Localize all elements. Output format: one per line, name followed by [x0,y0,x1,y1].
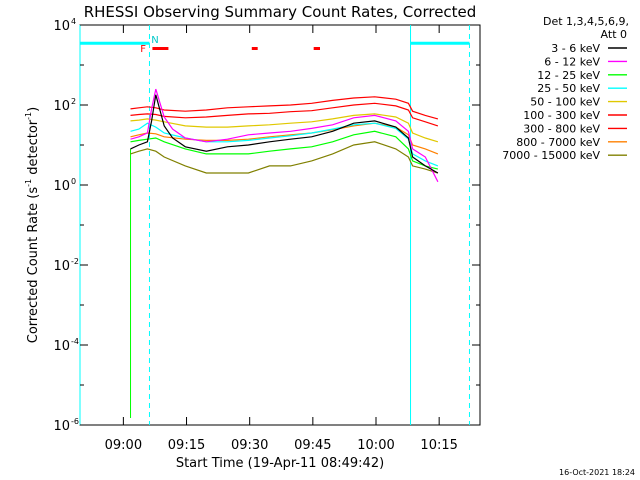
legend-label-5: 100 - 300 keV [523,109,600,122]
series-line-1 [130,88,439,183]
x-tick-label-1: 09:15 [168,438,205,453]
series-line-0 [130,94,439,174]
y-tick-exp-2: 0 [71,177,76,186]
x-tick-label-5: 10:15 [420,438,457,453]
series-line-3 [130,122,439,167]
y-tick-label-2: 10 [53,179,70,194]
legend-header-line1: Det 1,3,4,5,6,9, [543,15,629,28]
series-line-7 [130,122,439,155]
series-line-2 [130,130,439,170]
y-axis-label-main: Corrected Count Rate (s [26,187,41,344]
series-line-4 [130,113,439,143]
y-tick-label-0: 10 [53,19,70,34]
chart-title: RHESSI Observing Summary Count Rates, Co… [84,3,477,21]
flag-label-f: F [140,44,146,55]
y-tick-label-1: 10 [53,99,70,114]
legend-label-4: 50 - 100 keV [530,96,600,109]
plot-area: FN [79,25,470,425]
y-tick-label-4: 10 [53,339,70,354]
y-axis-label-mid: detector [26,119,41,179]
y-tick-exp-1: 2 [71,97,76,106]
legend-label-0: 3 - 6 keV [551,42,600,55]
x-axis-label: Start Time (19-Apr-11 08:49:42) [176,456,384,471]
y-tick-exp-0: 4 [71,17,76,26]
y-axis-label-exp2: -1 [24,112,33,120]
y-tick-label-5: 10 [53,419,70,434]
plot-frame [79,24,481,426]
y-tick-label-3: 10 [53,259,70,274]
y-axis-label-exp1: -1 [24,179,33,187]
timestamp: 16-Oct-2021 18:24 [559,468,635,477]
series-line-5 [130,96,439,120]
legend-label-8: 7000 - 15000 keV [502,149,600,162]
x-tick-label-0: 09:00 [105,438,142,453]
y-tick-exp-5: -6 [71,417,79,426]
legend-label-2: 12 - 25 keV [537,69,600,82]
y-tick-exp-3: -2 [71,257,79,266]
legend-label-7: 800 - 7000 keV [516,136,600,149]
x-tick-label-3: 09:45 [294,438,331,453]
legend-header-line2: Att 0 [601,28,627,41]
series-line-6 [130,102,439,127]
series-line-8 [130,141,439,174]
y-tick-exp-4: -4 [71,337,79,346]
y-axis-label-end: ) [26,107,41,112]
legend-label-6: 300 - 800 keV [523,122,600,135]
legend-label-3: 25 - 50 keV [537,82,600,95]
x-tick-label-2: 09:30 [231,438,268,453]
flag-label-n: N [151,35,158,46]
legend-label-1: 6 - 12 keV [544,55,600,68]
x-tick-label-4: 10:00 [357,438,394,453]
y-axis-label: Corrected Count Rate (s-1 detector-1) [24,107,41,343]
